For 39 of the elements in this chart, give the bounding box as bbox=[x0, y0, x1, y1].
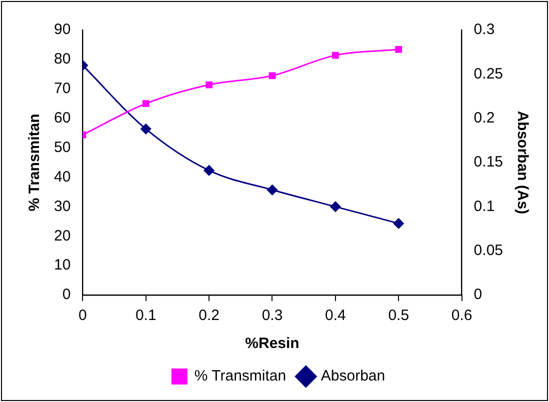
legend-label: Absorban bbox=[320, 368, 386, 385]
point bbox=[266, 184, 278, 196]
x-tick-label: 0.5 bbox=[388, 307, 410, 324]
y-tick-label: 0 bbox=[62, 286, 71, 304]
point bbox=[206, 81, 212, 88]
y2-tick-label: 0.1 bbox=[474, 198, 495, 215]
x-tick-label: 0.2 bbox=[198, 307, 220, 324]
point bbox=[395, 46, 402, 53]
x-tick-label: 0.1 bbox=[135, 307, 156, 324]
y-tick-label: 30 bbox=[54, 198, 71, 215]
point bbox=[268, 72, 276, 80]
y2-axis-title: Absorban (As) bbox=[514, 110, 531, 214]
y-tick-label: 40 bbox=[54, 168, 71, 186]
point bbox=[393, 218, 404, 229]
y-tick-label: 20 bbox=[54, 227, 71, 244]
point bbox=[140, 124, 152, 134]
y-tick-label: 10 bbox=[54, 256, 71, 274]
point bbox=[330, 201, 341, 212]
x-tick-label: 0.3 bbox=[262, 307, 283, 324]
y-tick-label: 70 bbox=[54, 80, 71, 98]
y2-tick-label: 0.25 bbox=[474, 65, 504, 82]
y2-tick-label: 0 bbox=[474, 286, 482, 304]
legend-label: % Transmitan bbox=[194, 368, 286, 385]
point bbox=[332, 52, 339, 59]
y2-tick-label: 0.05 bbox=[474, 242, 504, 259]
x-axis-title: %Resin bbox=[245, 335, 300, 352]
x-tick-label: 0.6 bbox=[451, 307, 472, 324]
point bbox=[142, 100, 150, 108]
y-tick-label: 90 bbox=[54, 21, 71, 38]
y-axis-title: % Transmitan bbox=[26, 114, 44, 212]
y-tick-label: 50 bbox=[54, 138, 71, 156]
y-tick-label: 60 bbox=[54, 109, 71, 126]
point bbox=[204, 165, 214, 176]
y2-tick-label: 0.2 bbox=[474, 109, 495, 126]
y2-tick-label: 0.3 bbox=[474, 21, 495, 38]
y-tick-label: 80 bbox=[54, 50, 71, 68]
y2-tick-label: 0.15 bbox=[474, 154, 504, 171]
x-tick-label: 0.4 bbox=[325, 307, 346, 324]
x-tick-label: 0 bbox=[78, 307, 87, 324]
